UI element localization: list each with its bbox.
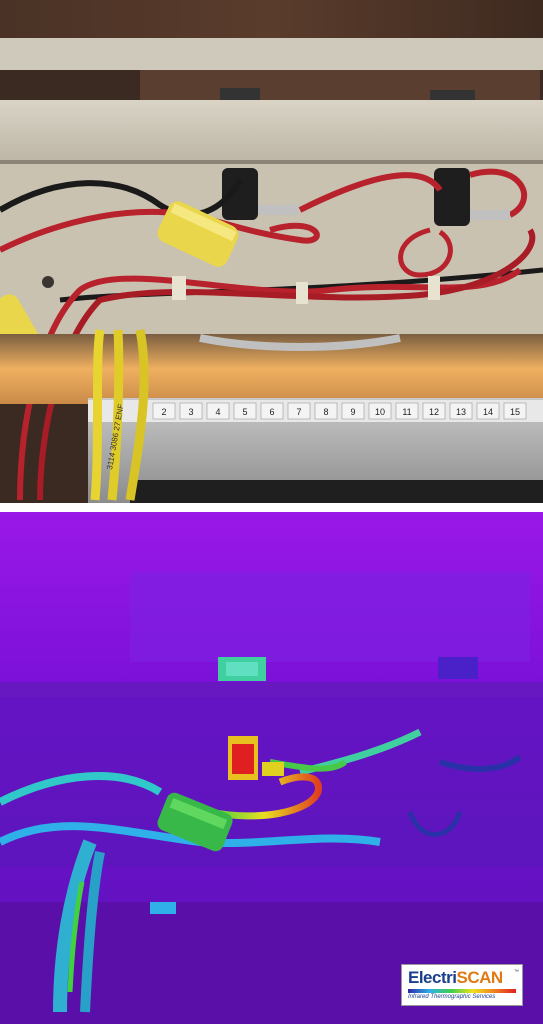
black-wire xyxy=(0,178,243,218)
panel-top-lid xyxy=(0,38,543,70)
terminal-number: 4 xyxy=(215,407,220,417)
logo-wordmark: ElectriSCAN xyxy=(408,968,503,988)
terminal-number-cell xyxy=(206,402,230,420)
fuse-holder xyxy=(222,168,258,220)
thermal-image-panel: ElectriSCAN ™ Infrared Thermographic Ser… xyxy=(0,512,543,1024)
visible-photo-panel: 2 3 4 5 6 7 8 9 10 11 12 13 14 15 3114 3086 27 ENF xyxy=(0,0,543,503)
electriscan-logo: ElectriSCAN ™ Infrared Thermographic Ser… xyxy=(401,964,523,1006)
logo-tagline: Infrared Thermographic Services xyxy=(408,994,496,1000)
thermal-scene xyxy=(0,512,543,1024)
terminal-number-cell xyxy=(422,402,446,420)
terminal-number: 7 xyxy=(296,407,301,417)
thermal-wire-cold xyxy=(407,811,463,837)
yellow-wire-nut xyxy=(157,201,239,267)
wood-wall xyxy=(0,0,543,45)
cable-tie xyxy=(172,276,186,300)
enclosure-face xyxy=(0,100,543,162)
terminal-number-cell xyxy=(368,402,392,420)
logo-spectrum-bar xyxy=(408,989,516,993)
terminal-screws-row xyxy=(130,480,543,503)
thermal-warm-block-core xyxy=(226,662,258,676)
thermal-lid-shape xyxy=(130,572,530,662)
terminal-strip-numbers: 2 3 4 5 6 7 8 9 10 11 12 13 14 15 xyxy=(152,402,527,420)
thermal-wire-green xyxy=(67,881,85,993)
red-wire xyxy=(398,227,453,278)
cable-tie xyxy=(296,282,308,304)
panel-hole xyxy=(42,276,54,288)
terminal-number: 8 xyxy=(323,407,328,417)
logo-trademark: ™ xyxy=(514,969,519,975)
terminal-number-cell xyxy=(341,402,365,420)
board-component xyxy=(430,90,475,100)
terminal-number-cell xyxy=(314,402,338,420)
terminal-number-cell xyxy=(449,402,473,420)
terminal-number-cell xyxy=(287,402,311,420)
yellow-cable xyxy=(107,329,124,501)
terminal-number: 11 xyxy=(402,407,411,417)
terminal-number: 6 xyxy=(269,407,274,417)
red-wire xyxy=(298,172,443,213)
terminal-number: 10 xyxy=(375,407,385,417)
terminal-number-cell xyxy=(233,402,257,420)
terminal-number: 2 xyxy=(161,407,166,417)
fuse-holder xyxy=(434,168,470,226)
terminal-number: 9 xyxy=(350,407,355,417)
terminal-number-cell xyxy=(260,402,284,420)
spade-terminal xyxy=(470,210,510,220)
thermal-hot-wire-loop xyxy=(209,773,322,820)
terminal-number-cell xyxy=(503,402,527,420)
logo-name-part2: SCAN xyxy=(456,968,503,987)
thermal-cable-bundle xyxy=(53,839,97,1013)
terminal-number: 5 xyxy=(242,407,247,417)
yellow-cable xyxy=(90,329,105,501)
thermal-wire-nut xyxy=(157,792,233,852)
cable-tie xyxy=(428,276,440,300)
photo-scene: 2 3 4 5 6 7 8 9 10 11 12 13 14 15 3114 3086 27 ENF xyxy=(0,0,543,503)
grey-cable xyxy=(199,334,401,351)
thermal-hot-spot-core xyxy=(232,744,254,774)
terminal-number: 12 xyxy=(429,407,439,417)
terminal-number-cell xyxy=(152,402,176,420)
thermal-wire-cool xyxy=(0,771,163,806)
terminal-number: 3 xyxy=(188,407,193,417)
thermal-cable-bundle xyxy=(80,851,105,1013)
thermal-small-spot xyxy=(150,902,176,914)
logo-name-part1: Electri xyxy=(408,968,457,987)
thermal-cool-block xyxy=(438,657,478,679)
image-divider xyxy=(0,503,543,512)
terminal-number: 15 xyxy=(510,407,520,417)
circuit-board-strip xyxy=(140,70,540,100)
thermal-warm-terminal xyxy=(262,762,284,776)
thermal-edge-shape xyxy=(0,682,543,697)
terminal-number-cell xyxy=(179,402,203,420)
terminal-number: 13 xyxy=(456,407,466,417)
terminal-number-cell xyxy=(395,402,419,420)
terminal-number: 14 xyxy=(483,407,493,417)
board-component xyxy=(220,88,260,100)
yellow-cable xyxy=(125,329,149,501)
red-wire xyxy=(469,168,528,218)
thermal-wire-cold xyxy=(439,754,522,772)
enclosure-edge xyxy=(0,160,543,164)
terminal-number-cell xyxy=(476,402,500,420)
spade-terminal xyxy=(258,205,298,215)
